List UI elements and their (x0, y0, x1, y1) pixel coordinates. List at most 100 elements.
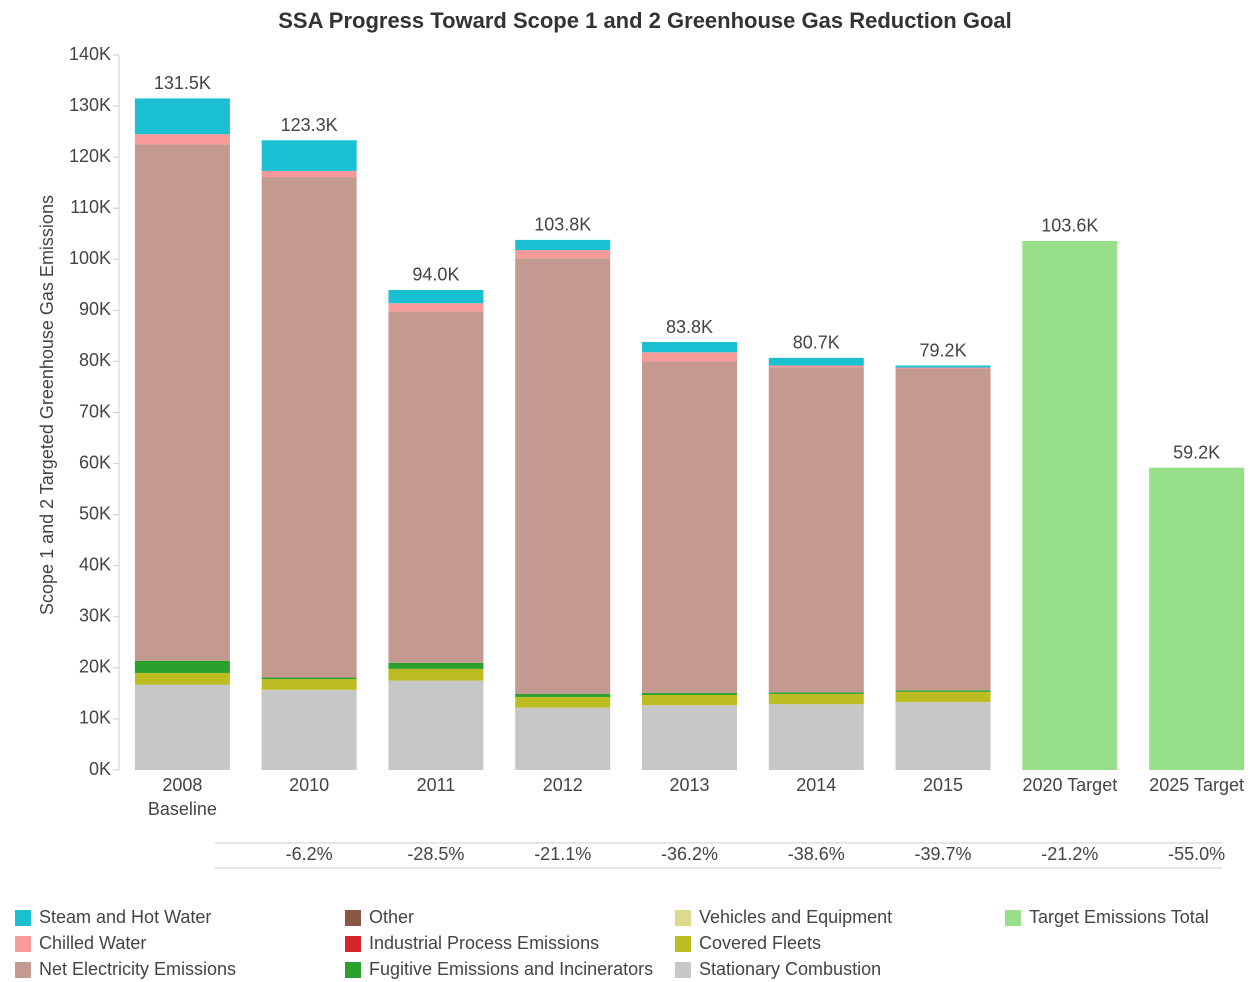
x-tick-label: 2015 (923, 775, 964, 795)
legend-swatch (675, 910, 691, 926)
bar-segment (768, 704, 864, 770)
y-tick-label: 10K (79, 708, 111, 728)
bar-segment (895, 367, 991, 369)
bar-segment (768, 693, 864, 705)
x-tick-label: 2012 (542, 775, 583, 795)
y-tick-label: 80K (79, 350, 111, 370)
bar-segment (515, 250, 611, 259)
bar-segment (515, 693, 611, 697)
legend-label: Target Emissions Total (1029, 907, 1209, 927)
y-tick-label: 20K (79, 657, 111, 677)
y-tick-label: 90K (79, 299, 111, 319)
bar-segment (1022, 240, 1118, 770)
total-label: 103.6K (1041, 216, 1098, 236)
y-tick-label: 130K (69, 95, 111, 115)
bar-segment (642, 361, 737, 693)
bar-segment (388, 311, 484, 663)
total-label: 79.2K (920, 340, 967, 360)
bar-segment (768, 357, 864, 366)
x-tick-label: 2025 Target (1149, 775, 1244, 795)
total-label: 83.8K (666, 317, 713, 337)
y-tick-label: 110K (70, 197, 111, 217)
bar-segment (768, 367, 864, 693)
y-tick-label: 70K (79, 401, 111, 421)
legend-label: Covered Fleets (699, 933, 821, 953)
bar-segment (261, 177, 357, 678)
total-label: 59.2K (1173, 442, 1220, 462)
x-tick-label: 2010 (289, 775, 330, 795)
legend-label: Stationary Combustion (699, 959, 881, 979)
legend-swatch (1005, 910, 1021, 926)
bar-segment (261, 170, 357, 178)
change-label: -36.2% (661, 844, 718, 864)
bar-segment (388, 680, 484, 770)
legend-swatch (345, 962, 361, 978)
change-label: -21.1% (534, 844, 591, 864)
bar-segment (261, 689, 357, 770)
total-label: 131.5K (154, 73, 211, 93)
change-label: -21.2% (1041, 844, 1098, 864)
legend-label: Other (369, 907, 414, 927)
bar-segment (388, 662, 484, 669)
bar-segment (261, 679, 357, 690)
legend-swatch (345, 910, 361, 926)
bar-segment (134, 144, 230, 661)
legend-swatch (675, 962, 691, 978)
legend-label: Fugitive Emissions and Incinerators (369, 959, 653, 979)
legend-swatch (15, 910, 31, 926)
total-label: 94.0K (412, 265, 459, 285)
total-label: 103.8K (534, 215, 591, 235)
change-label: -39.7% (915, 844, 972, 864)
bar-segment (134, 660, 230, 673)
bar-segment (642, 342, 737, 353)
change-label: -6.2% (286, 844, 333, 864)
bar-segment (1149, 467, 1245, 770)
bar-segment (134, 134, 230, 145)
bar-segment (134, 684, 230, 770)
bar-segment (895, 365, 991, 368)
y-tick-label: 60K (79, 452, 111, 472)
legend-swatch (15, 936, 31, 952)
y-tick-label: 100K (69, 248, 111, 268)
y-axis-label: Scope 1 and 2 Targeted Greenhouse Gas Em… (37, 195, 57, 615)
x-tick-label: 2013 (669, 775, 710, 795)
legend-swatch (675, 936, 691, 952)
legend-label: Chilled Water (39, 933, 146, 953)
y-tick-label: 50K (79, 503, 111, 523)
x-tick-label: 2020 Target (1022, 775, 1118, 795)
chart-title: SSA Progress Toward Scope 1 and 2 Greenh… (278, 8, 1012, 33)
bar-segment (895, 691, 991, 703)
bar-segment (261, 140, 357, 171)
bar-segment (261, 677, 357, 680)
y-tick-label: 0K (89, 759, 111, 779)
bar-segment (134, 98, 230, 135)
x-tick-label: 2011 (416, 775, 456, 795)
bar-segment (895, 368, 991, 691)
bar-segment (515, 258, 611, 694)
bar-segment (388, 303, 484, 312)
y-tick-label: 30K (79, 606, 111, 626)
bar-segment (768, 365, 864, 368)
change-label: -38.6% (788, 844, 845, 864)
x-tick-label: 2008 Baseline (147, 775, 217, 819)
bar-segment (515, 696, 611, 708)
x-tick-label: 2014 (796, 775, 837, 795)
y-tick-label: 140K (69, 44, 111, 64)
bar-segment (515, 239, 611, 251)
bar-segment (768, 692, 864, 694)
bar-segment (642, 694, 737, 706)
bar-segment (895, 690, 991, 692)
legend-swatch (345, 936, 361, 952)
bar-segment (388, 668, 484, 681)
bar-segment (642, 705, 737, 770)
bar-segment (388, 289, 484, 304)
change-label: -55.0% (1168, 844, 1225, 864)
total-label: 80.7K (793, 333, 840, 353)
legend-label: Net Electricity Emissions (39, 959, 236, 979)
bar-segment (515, 707, 611, 770)
legend-label: Steam and Hot Water (39, 907, 211, 927)
change-label: -28.5% (407, 844, 464, 864)
legend-swatch (15, 962, 31, 978)
